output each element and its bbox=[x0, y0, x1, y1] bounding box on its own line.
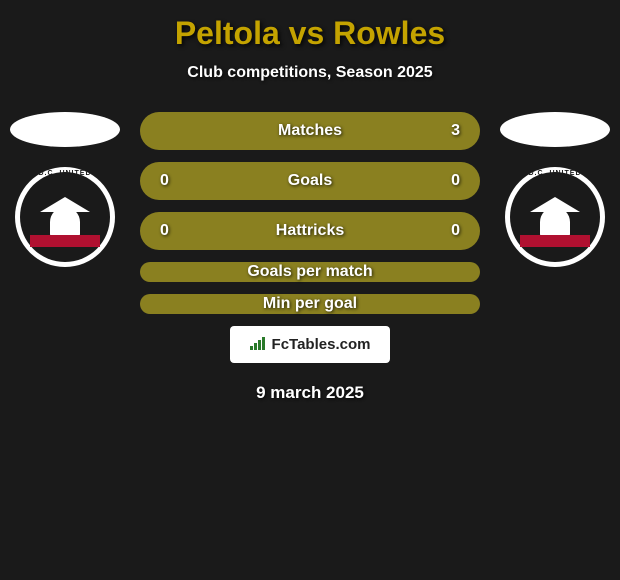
stats-column: Matches 3 0 Goals 0 0 Hattricks 0 Goals … bbox=[140, 112, 480, 314]
main-container: Peltola vs Rowles Club competitions, Sea… bbox=[0, 0, 620, 413]
stat-right-value: 0 bbox=[440, 222, 460, 240]
stat-row-hattricks: 0 Hattricks 0 bbox=[140, 212, 480, 250]
player-left-avatar bbox=[10, 112, 120, 147]
chart-icon bbox=[250, 336, 266, 353]
stat-label: Matches bbox=[278, 122, 342, 140]
badge-stripe bbox=[520, 235, 590, 247]
stat-row-goals-per-match: Goals per match bbox=[140, 262, 480, 282]
player-right-avatar bbox=[500, 112, 610, 147]
team-badge-right: D.C. UNITED bbox=[505, 167, 605, 267]
subtitle: Club competitions, Season 2025 bbox=[187, 64, 432, 82]
watermark: FcTables.com bbox=[230, 326, 391, 363]
stat-row-min-per-goal: Min per goal bbox=[140, 294, 480, 314]
comparison-content: D.C. UNITED Matches 3 0 Goals 0 bbox=[0, 112, 620, 314]
stat-label: Min per goal bbox=[263, 295, 357, 313]
stat-label: Hattricks bbox=[276, 222, 344, 240]
player-left-side: D.C. UNITED bbox=[10, 112, 120, 267]
date-label: 9 march 2025 bbox=[256, 383, 364, 403]
eagle-icon bbox=[530, 197, 580, 237]
stat-label: Goals bbox=[288, 172, 332, 190]
page-title: Peltola vs Rowles bbox=[175, 15, 445, 52]
stat-right-value: 0 bbox=[440, 172, 460, 190]
badge-stripe bbox=[30, 235, 100, 247]
stat-right-value: 3 bbox=[440, 122, 460, 140]
player-right-side: D.C. UNITED bbox=[500, 112, 610, 267]
team-badge-left: D.C. UNITED bbox=[15, 167, 115, 267]
stat-row-goals: 0 Goals 0 bbox=[140, 162, 480, 200]
stat-label: Goals per match bbox=[247, 263, 372, 281]
badge-inner bbox=[20, 172, 110, 262]
eagle-icon bbox=[40, 197, 90, 237]
stat-left-value: 0 bbox=[160, 222, 180, 240]
stat-left-value: 0 bbox=[160, 172, 180, 190]
stat-row-matches: Matches 3 bbox=[140, 112, 480, 150]
badge-inner bbox=[510, 172, 600, 262]
watermark-text: FcTables.com bbox=[272, 336, 371, 353]
